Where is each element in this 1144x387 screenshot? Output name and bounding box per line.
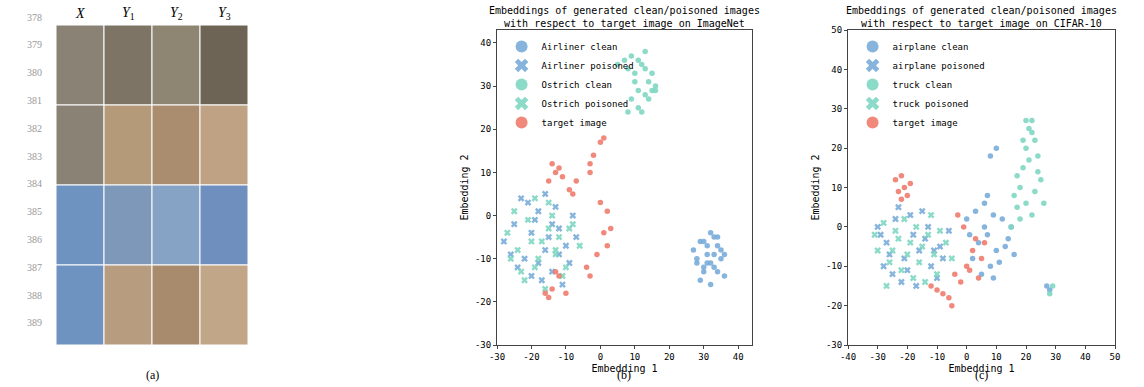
svg-text:-30: -30 [475,340,491,350]
svg-text:Embeddings of generated clean/: Embeddings of generated clean/poisoned i… [489,5,760,29]
svg-text:-20: -20 [523,352,539,362]
svg-text:-20: -20 [899,352,915,362]
svg-text:-30: -30 [826,340,842,350]
svg-text:-20: -20 [475,297,491,307]
svg-text:(b): (b) [617,368,631,382]
svg-text:Ostrich clean: Ostrich clean [542,80,612,90]
svg-text:Ostrich poisoned: Ostrich poisoned [542,99,629,109]
svg-text:382: 382 [27,123,42,134]
svg-text:50: 50 [831,25,842,35]
svg-text:airplane clean: airplane clean [893,42,969,52]
svg-text:target image: target image [893,118,958,128]
svg-text:-20: -20 [826,301,842,311]
svg-text:388: 388 [27,290,42,301]
svg-text:Embeddings of generated clean/: Embeddings of generated clean/poisoned i… [846,5,1117,29]
svg-text:40: 40 [831,65,842,75]
svg-text:30: 30 [1050,352,1061,362]
svg-text:-10: -10 [826,261,842,271]
svg-text:Y​3​: Y​3​ [218,5,231,22]
svg-text:30: 30 [480,81,491,91]
svg-text:Airliner clean: Airliner clean [542,42,618,52]
svg-text:30: 30 [831,104,842,114]
svg-text:Y​1​: Y​1​ [122,5,135,22]
svg-text:20: 20 [664,352,675,362]
svg-text:10: 10 [629,352,640,362]
svg-text:(a): (a) [146,368,159,382]
svg-text:378: 378 [27,12,42,23]
svg-text:383: 383 [27,151,42,162]
svg-text:-10: -10 [929,352,945,362]
svg-text:Y​2​: Y​2​ [170,5,183,22]
svg-text:-40: -40 [840,352,856,362]
svg-text:Embedding 1: Embedding 1 [591,363,657,374]
svg-text:20: 20 [1021,352,1032,362]
svg-text:0: 0 [486,211,491,221]
svg-text:(c): (c) [975,368,988,382]
svg-text:truck poisoned: truck poisoned [893,99,969,109]
svg-text:0: 0 [837,222,842,232]
svg-text:30: 30 [698,352,709,362]
svg-text:Embedding 2: Embedding 2 [810,154,821,220]
svg-text:381: 381 [27,95,42,106]
svg-text:379: 379 [27,39,42,50]
svg-text:386: 386 [27,234,42,245]
svg-text:Embedding 1: Embedding 1 [948,363,1014,374]
svg-text:10: 10 [480,168,491,178]
svg-text:Embedding 2: Embedding 2 [459,154,470,220]
svg-text:20: 20 [831,143,842,153]
svg-text:-10: -10 [558,352,574,362]
svg-text:-30: -30 [870,352,886,362]
svg-text:384: 384 [27,178,42,189]
svg-text:385: 385 [27,206,42,217]
svg-text:-30: -30 [489,352,505,362]
svg-text:Airliner poisoned: Airliner poisoned [542,61,634,71]
svg-text:50: 50 [1110,352,1121,362]
svg-text:40: 40 [480,38,491,48]
svg-text:0: 0 [598,352,603,362]
svg-text:40: 40 [1080,352,1091,362]
svg-text:387: 387 [27,262,42,273]
svg-text:-10: -10 [475,254,491,264]
svg-text:40: 40 [733,352,744,362]
svg-text:20: 20 [480,124,491,134]
svg-text:X: X [75,6,85,21]
svg-text:389: 389 [27,317,42,328]
svg-text:10: 10 [831,183,842,193]
svg-text:380: 380 [27,67,42,78]
svg-text:target image: target image [542,118,607,128]
svg-text:truck clean: truck clean [893,80,953,90]
svg-text:10: 10 [991,352,1002,362]
svg-text:airplane poisoned: airplane poisoned [893,61,985,71]
svg-text:0: 0 [964,352,969,362]
